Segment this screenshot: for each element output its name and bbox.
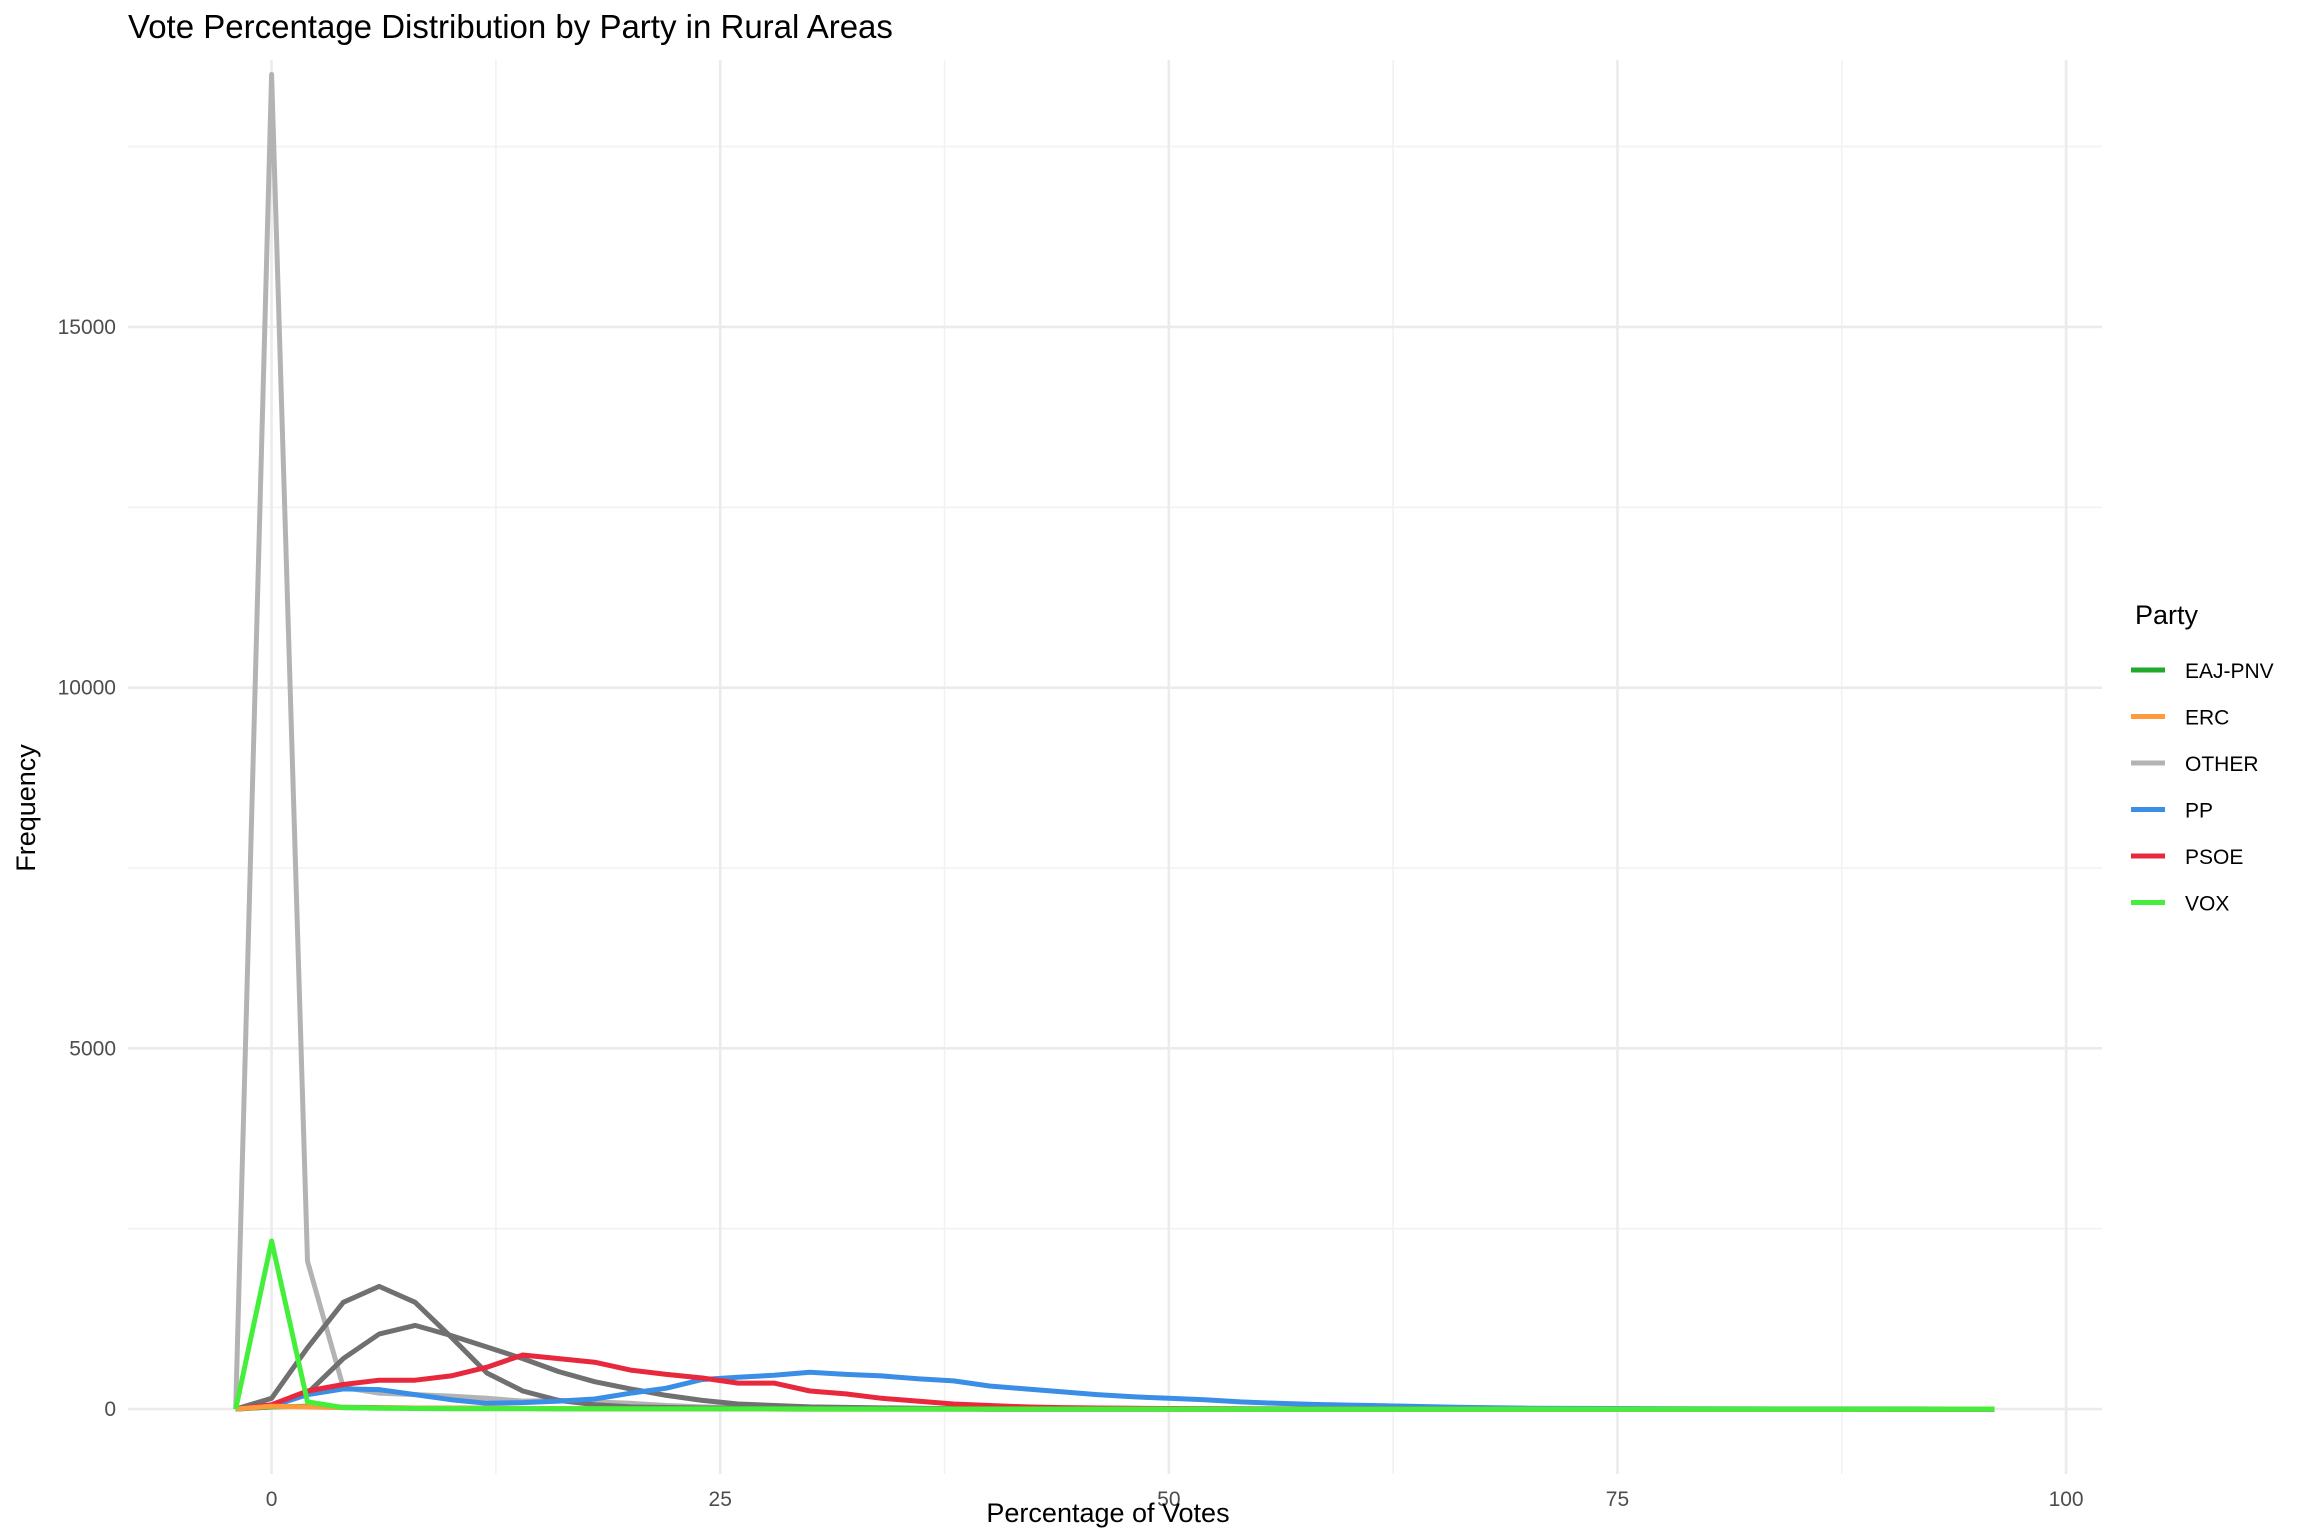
y-tick-label: 10000 — [58, 677, 116, 700]
legend: Party EAJ-PNV ERC OTHER PP PSOE VOX — [2131, 600, 2274, 916]
x-tick-label: 100 — [2049, 1488, 2084, 1511]
chart-title: Vote Percentage Distribution by Party in… — [128, 8, 893, 45]
x-tick-label: 75 — [1606, 1488, 1629, 1511]
legend-title: Party — [2135, 600, 2199, 630]
legend-item-label: ERC — [2185, 707, 2229, 730]
legend-item-label: OTHER — [2185, 753, 2259, 776]
legend-item-label: EAJ-PNV — [2185, 660, 2274, 683]
x-tick-label: 0 — [266, 1488, 278, 1511]
x-tick-label: 25 — [709, 1488, 732, 1511]
series-line-other — [233, 71, 1995, 1412]
x-axis-ticks: 0 25 50 75 100 — [266, 1488, 2084, 1511]
legend-item-label: VOX — [2185, 893, 2229, 916]
major-gridlines — [128, 60, 2102, 1474]
series-line-vox — [233, 1238, 1995, 1412]
legend-items: EAJ-PNV ERC OTHER PP PSOE VOX — [2131, 660, 2274, 916]
y-tick-label: 5000 — [69, 1037, 116, 1060]
y-axis-title: Frequency — [11, 744, 41, 872]
minor-gridlines — [128, 60, 2102, 1474]
legend-item-label: PSOE — [2185, 846, 2243, 869]
legend-item-label: PP — [2185, 800, 2213, 823]
y-tick-label: 15000 — [58, 316, 116, 339]
series-line-unlabeled — [234, 1283, 1995, 1412]
y-axis-ticks: 0 5000 10000 15000 — [58, 316, 116, 1421]
x-axis-title: Percentage of Votes — [986, 1498, 1229, 1528]
x-tick-label: 50 — [1157, 1488, 1180, 1511]
series-lines — [233, 71, 1995, 1412]
y-tick-label: 0 — [104, 1398, 116, 1421]
